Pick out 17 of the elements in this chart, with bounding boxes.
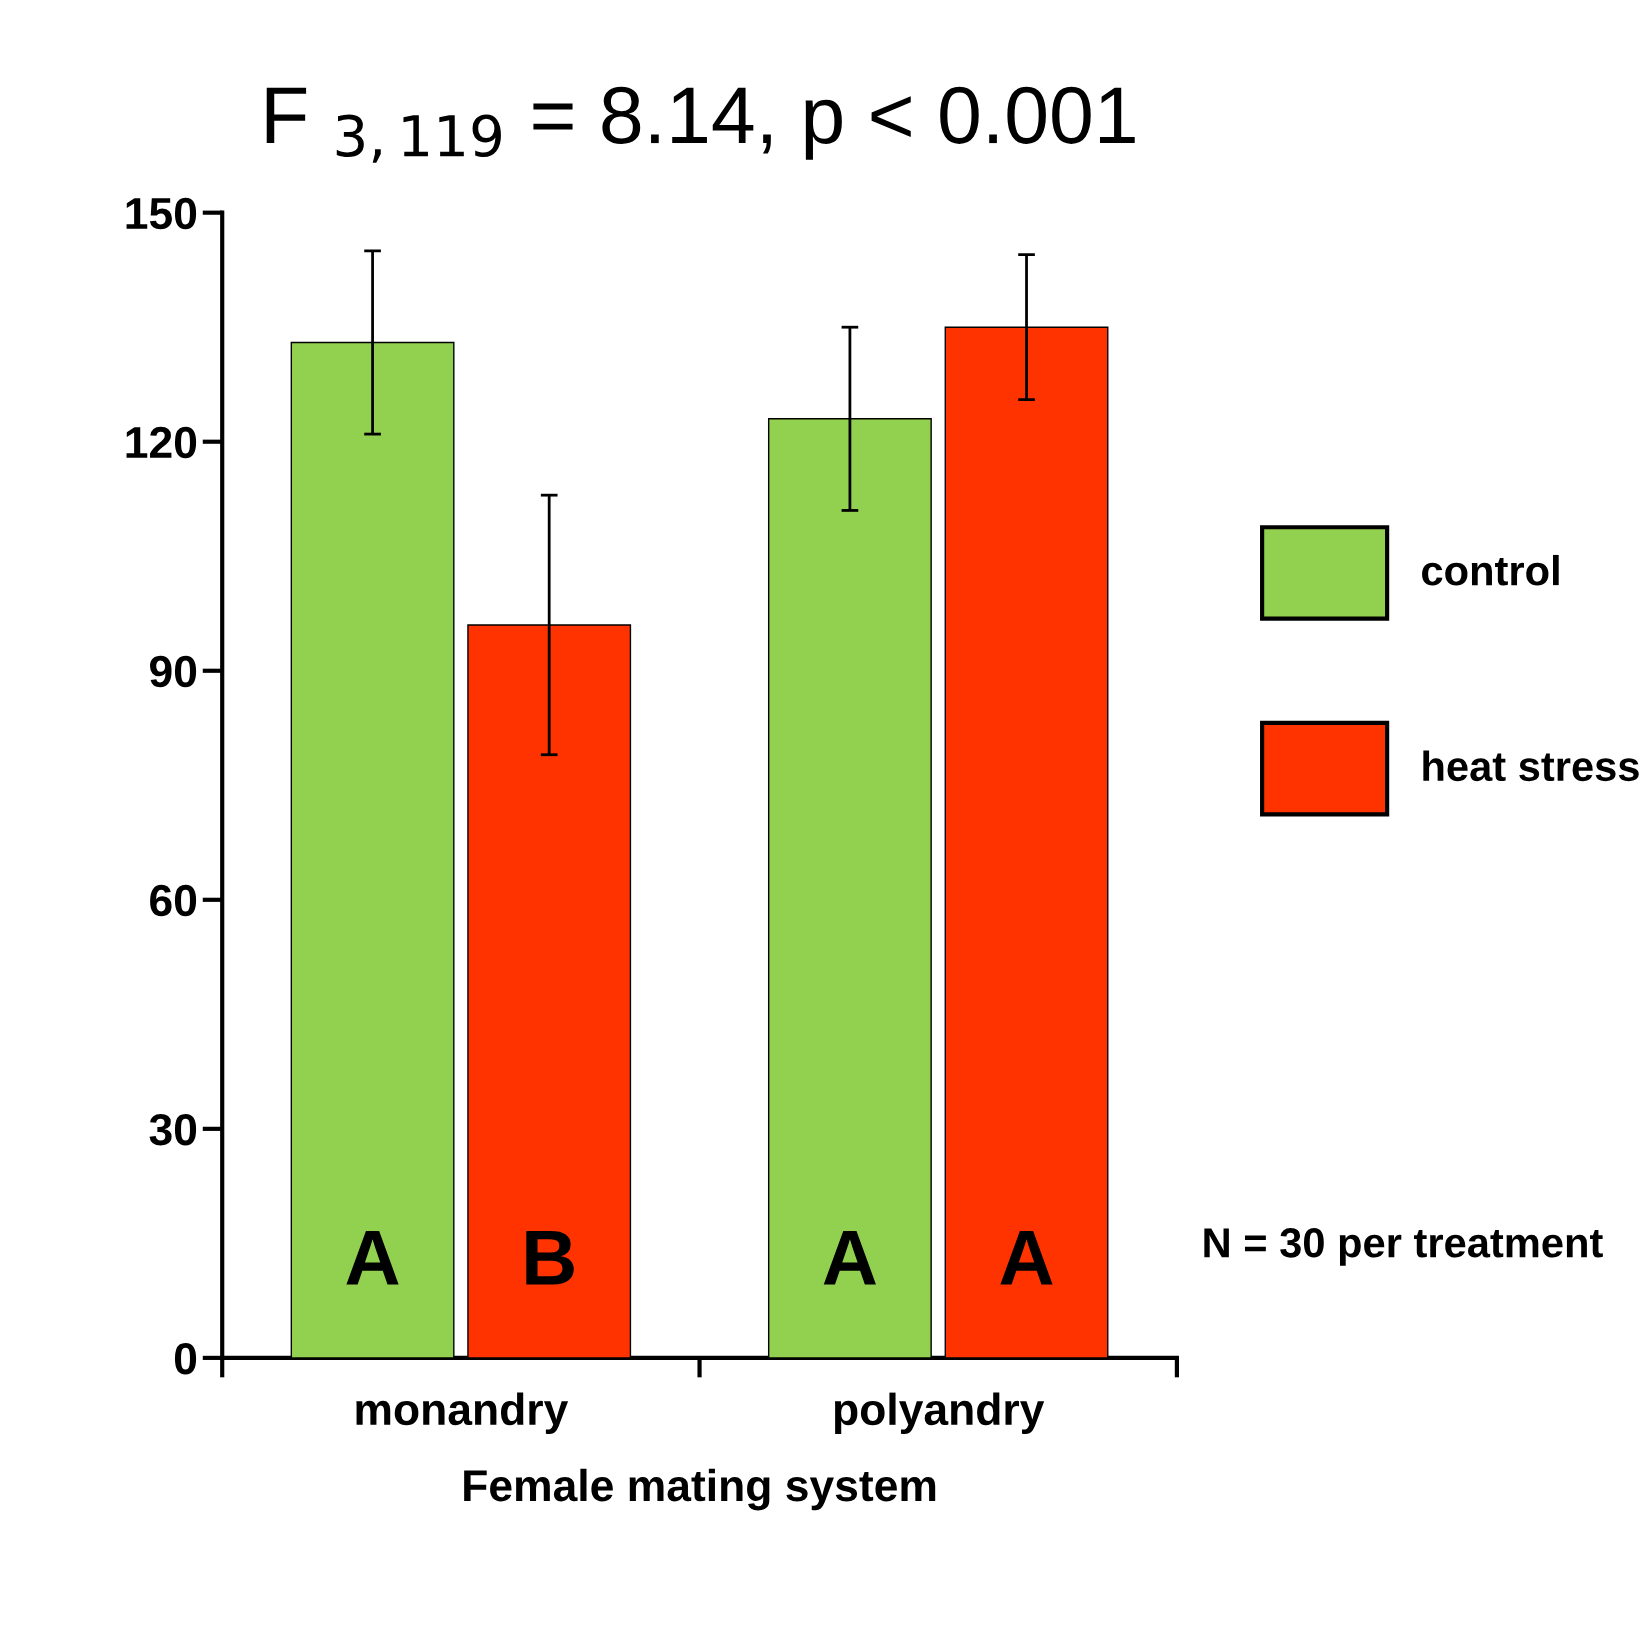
x-tick-label: polyandry (834, 1392, 1045, 1435)
annotation: A (346, 1230, 399, 1285)
y-tick-label: 150 (126, 197, 197, 230)
text: N = 30 per treatment (1204, 1228, 1603, 1266)
y-tick-label: 60 (150, 884, 197, 917)
annotation: A (823, 1230, 876, 1285)
annotation: A (1000, 1230, 1053, 1285)
legend-label: heat stress (1423, 750, 1639, 782)
y-tick-label: 30 (149, 1113, 197, 1146)
y-tick-label: 120 (126, 426, 197, 459)
x-axis-title: Female mating system (464, 1468, 936, 1511)
annotation: B (526, 1230, 574, 1285)
legend-label: control (1422, 554, 1559, 586)
chart-title: F $_{3,119}$ = 8.14, p < 0.001 (266, 86, 1135, 163)
y-tick-label: 90 (150, 655, 197, 688)
x-tick-label: monandry (356, 1392, 569, 1435)
y-tick-label: 0 (174, 1342, 197, 1375)
